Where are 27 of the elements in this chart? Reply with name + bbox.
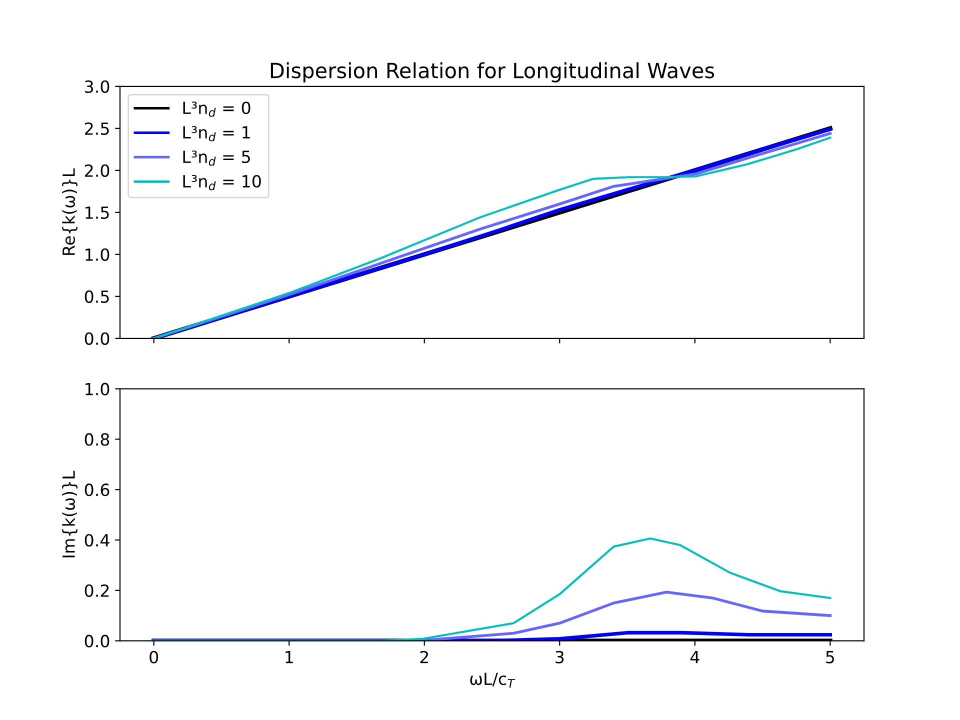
x-tick-label: 2 [420,650,428,664]
y-tick-label: 1.0 [86,382,110,396]
legend-label: L³n$_{d}$ = 10 [183,174,261,190]
y-tick-label: 1.0 [86,248,110,261]
y-tick-label: 0.5 [84,290,109,303]
y-tick-label: 0.8 [84,433,110,446]
y-tick-label: 0.0 [84,332,110,345]
x-tick-label: 0 [150,650,158,664]
legend-label: L³n$_{d}$ = 5 [183,150,250,166]
y-tick-label: 1.5 [86,206,109,219]
y-tick-label: 3.0 [85,80,110,93]
y-tick-label: 0.4 [84,534,110,547]
y-tick-label: 0.2 [84,584,109,597]
y-tick-label: 0.0 [84,634,110,648]
legend-label: L³n$_{d}$ = 0 [183,102,250,117]
x-axis-title: ωL/c$_{T}$ [470,672,516,688]
x-tick-label: 4 [690,651,700,664]
y-axis-title: Re{k(ω)}L [62,168,78,255]
x-tick-label: 5 [826,651,834,664]
x-tick-label: 1 [286,651,293,664]
y-axis-title: Im{k(ω)}L [62,470,78,558]
y-tick-label: 2.5 [84,122,109,135]
y-tick-label: 0.6 [84,484,110,496]
chart-title: Dispersion Relation for Longitudinal Waves [270,62,714,82]
y-tick-label: 2.0 [84,164,110,177]
legend-label: L³n$_{d}$ = 1 [183,126,250,142]
x-tick-label: 3 [556,650,564,664]
